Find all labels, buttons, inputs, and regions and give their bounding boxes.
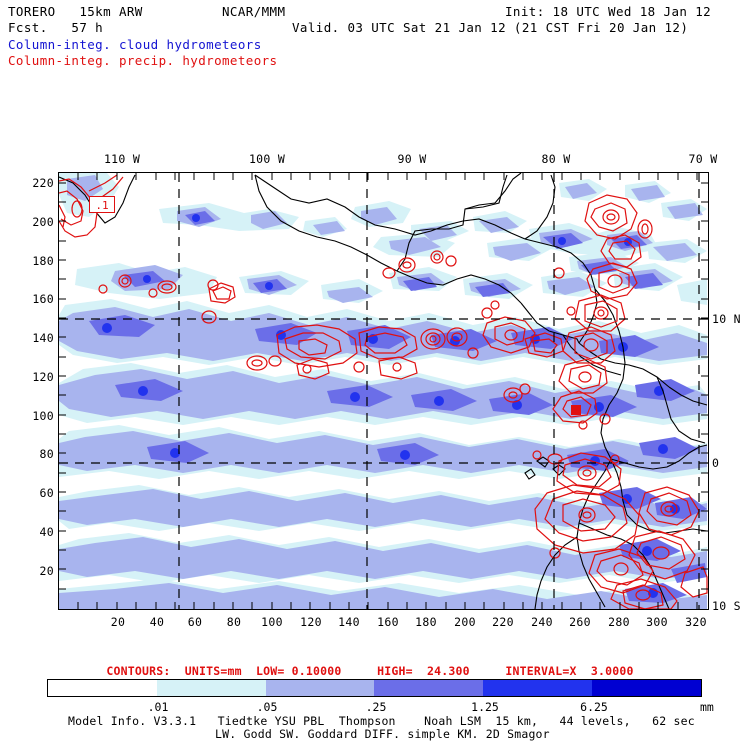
lat-lon-gridlines (59, 173, 708, 609)
lat-label-10n: 10 N (712, 312, 740, 326)
y-tick-120: 120 (32, 370, 54, 384)
lon-label-70w: 70 W (688, 152, 718, 166)
x-tick-40: 40 (149, 615, 165, 629)
cloud-field-legend: Column-integ. cloud hydrometeors (8, 37, 262, 52)
x-tick-140: 140 (338, 615, 360, 629)
x-tick-200: 200 (454, 615, 476, 629)
colorbar-segment-4 (483, 680, 593, 696)
y-tick-40: 40 (39, 525, 54, 539)
y-tick-60: 60 (39, 486, 54, 500)
lon-label-90w: 90 W (397, 152, 427, 166)
x-tick-80: 80 (226, 615, 242, 629)
colorbar-tick-01: .01 (147, 700, 169, 714)
colorbar-tick-625: 6.25 (580, 700, 608, 714)
model-title: TORERO 15km ARW (8, 4, 143, 19)
x-tick-260: 260 (569, 615, 591, 629)
colorbar-tick-05: .05 (256, 700, 278, 714)
x-tick-220: 220 (492, 615, 514, 629)
center-label: NCAR/MMM (222, 4, 286, 19)
y-tick-220: 220 (32, 176, 54, 190)
init-time-label: Init: 18 UTC Wed 18 Jan 12 (505, 4, 712, 19)
x-tick-120: 120 (300, 615, 322, 629)
valid-time-label: Valid. 03 UTC Sat 21 Jan 12 (21 CST Fri … (292, 20, 689, 35)
y-tick-100: 100 (32, 409, 54, 423)
precip-field-legend: Column-integ. precip. hydrometeors (8, 53, 278, 68)
color-scale-bar (47, 679, 702, 697)
forecast-hour-label: Fcst. 57 h (8, 20, 104, 35)
colorbar-segment-2 (265, 680, 375, 696)
y-tick-180: 180 (32, 254, 54, 268)
cloud-shading-level3 (89, 211, 707, 603)
contour-value-label: .1 (89, 196, 115, 213)
colorbar-segment-1 (156, 680, 266, 696)
x-tick-20: 20 (110, 615, 126, 629)
map-plot-area: .1 (58, 172, 709, 610)
contour-info-line: CONTOURS: UNITS=mm LOW= 0.10000 HIGH= 24… (106, 664, 634, 678)
y-tick-200: 200 (32, 215, 54, 229)
model-info-line2: LW. Godd SW. Goddard DIFF. simple KM. 2D… (215, 727, 550, 741)
colorbar-unit-label: mm (700, 700, 714, 714)
colorbar-tick-25: .25 (365, 700, 387, 714)
precip-contour-overlay (59, 174, 708, 609)
header-block: TORERO 15km ARW NCAR/MMM Init: 18 UTC We… (0, 0, 740, 70)
lat-label-0: 0 (712, 456, 720, 470)
colorbar-segment-5 (592, 680, 701, 696)
x-tick-320: 320 (685, 615, 707, 629)
y-tick-20: 20 (39, 564, 54, 578)
x-tick-300: 300 (646, 615, 668, 629)
y-tick-160: 160 (32, 292, 54, 306)
axis-tick-marks (59, 173, 708, 609)
x-tick-160: 160 (377, 615, 399, 629)
colorbar-tick-125: 1.25 (471, 700, 499, 714)
lat-label-10s: 10 S (712, 599, 740, 613)
model-info-line1: Model Info. V3.3.1 Tiedtke YSU PBL Thomp… (68, 714, 695, 728)
colorbar-segment-0 (48, 680, 157, 696)
map-canvas (59, 173, 708, 609)
y-tick-80: 80 (39, 447, 54, 461)
x-tick-60: 60 (187, 615, 203, 629)
lon-label-80w: 80 W (541, 152, 571, 166)
lon-label-110w: 110 W (103, 152, 141, 166)
x-tick-100: 100 (261, 615, 283, 629)
x-tick-240: 240 (531, 615, 553, 629)
x-tick-180: 180 (415, 615, 437, 629)
y-tick-140: 140 (32, 331, 54, 345)
x-tick-280: 280 (608, 615, 630, 629)
colorbar-segment-3 (374, 680, 484, 696)
lon-label-100w: 100 W (248, 152, 286, 166)
